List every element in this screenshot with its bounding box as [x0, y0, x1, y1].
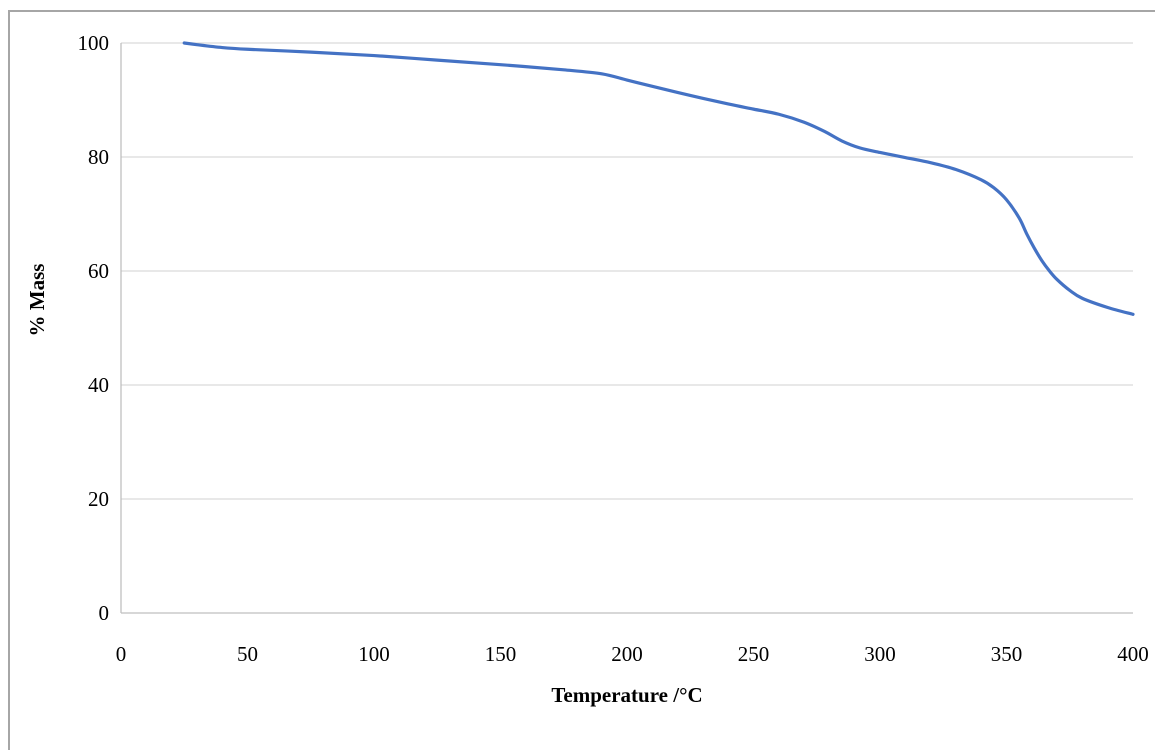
x-tick-label: 350 — [991, 642, 1023, 666]
y-tick-label: 20 — [88, 487, 109, 511]
y-tick-label: 0 — [99, 601, 110, 625]
x-tick-label: 300 — [864, 642, 896, 666]
series-layer — [182, 41, 1135, 316]
chart: 0 20 40 60 80 100 0 50 100 150 200 250 300 350 400 Tem… — [25, 31, 1149, 707]
chart-frame — [8, 10, 1155, 750]
axes — [120, 43, 1133, 614]
x-axis-title: Temperature /°C — [551, 683, 702, 707]
x-tick-label: 250 — [738, 642, 770, 666]
x-tick-label: 200 — [611, 642, 643, 666]
y-tick-label: 80 — [88, 145, 109, 169]
x-tick-label: 50 — [237, 642, 258, 666]
gridlines — [121, 42, 1133, 500]
y-tick-label: 100 — [78, 31, 110, 55]
x-tick-label: 0 — [116, 642, 127, 666]
y-axis-title: % Mass — [25, 264, 49, 337]
x-tick-label: 150 — [485, 642, 517, 666]
x-tick-label: 400 — [1117, 642, 1149, 666]
y-tick-label: 60 — [88, 259, 109, 283]
mass-loss-curve — [182, 41, 1135, 316]
y-tick-label: 40 — [88, 373, 109, 397]
tick-labels: 0 20 40 60 80 100 0 50 100 150 200 250 300 350 400 — [78, 31, 1149, 666]
x-tick-label: 100 — [358, 642, 390, 666]
